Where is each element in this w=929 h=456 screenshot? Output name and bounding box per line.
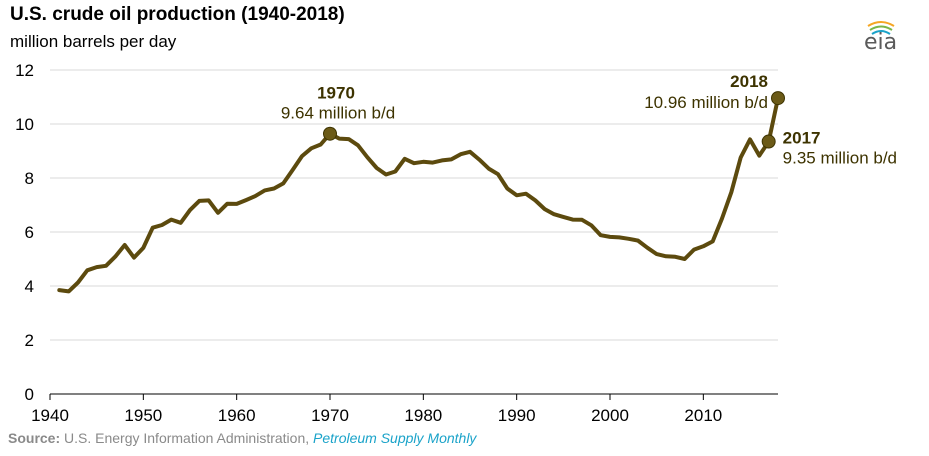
y-tick-label: 6 bbox=[25, 223, 34, 242]
eia-logo-text: eia bbox=[864, 30, 898, 55]
y-tick-labels: 0 2 4 6 8 10 12 bbox=[15, 61, 34, 404]
x-tick-label: 1940 bbox=[31, 406, 69, 425]
source-text: U.S. Energy Information Administration, bbox=[64, 430, 310, 446]
annotation-markers bbox=[323, 91, 785, 149]
x-tick-label: 2010 bbox=[684, 406, 722, 425]
x-tick-label: 1960 bbox=[218, 406, 256, 425]
x-tick-label: 2000 bbox=[591, 406, 629, 425]
x-tick-label: 1950 bbox=[124, 406, 162, 425]
x-tick-label: 1970 bbox=[311, 406, 349, 425]
chart-title: U.S. crude oil production (1940-2018) bbox=[10, 4, 345, 25]
source-note: Source: U.S. Energy Information Administ… bbox=[8, 430, 476, 446]
x-tick-label: 1990 bbox=[498, 406, 536, 425]
x-axis: 1940 1950 1960 1970 1980 1990 2000 2010 bbox=[31, 393, 778, 425]
y-tick-label: 0 bbox=[25, 385, 34, 404]
source-label: Source: bbox=[8, 430, 61, 446]
y-axis-label: million barrels per day bbox=[10, 32, 177, 51]
x-tick-label: 1980 bbox=[404, 406, 442, 425]
y-tick-label: 12 bbox=[15, 61, 34, 80]
annotation-marker-2018 bbox=[771, 91, 785, 106]
y-tick-label: 8 bbox=[25, 169, 34, 188]
annotation-year-1970: 1970 bbox=[317, 84, 355, 103]
annotation-marker-2017 bbox=[761, 134, 776, 149]
y-tick-label: 4 bbox=[25, 277, 34, 296]
series-layer bbox=[57, 96, 780, 294]
y-tick-label: 2 bbox=[25, 331, 34, 350]
annotation-value-2018: 10.96 million b/d bbox=[644, 93, 768, 112]
y-tick-label: 10 bbox=[15, 115, 34, 134]
gridlines bbox=[50, 69, 778, 341]
annotation-marker-1970 bbox=[323, 126, 337, 141]
annotation-year-2017: 2017 bbox=[783, 129, 821, 148]
eia-logo-icon bbox=[867, 21, 895, 35]
annotation-value-1970: 9.64 million b/d bbox=[281, 104, 395, 123]
line-chart: 0 2 4 6 8 10 12 1940 1950 1960 1970 1980 1990 2000 20… bbox=[15, 61, 897, 425]
annotation-value-2017: 9.35 million b/d bbox=[783, 149, 897, 168]
series-line bbox=[57, 96, 780, 294]
annotation-year-2018: 2018 bbox=[730, 72, 768, 91]
source-link[interactable]: Petroleum Supply Monthly bbox=[313, 430, 477, 446]
